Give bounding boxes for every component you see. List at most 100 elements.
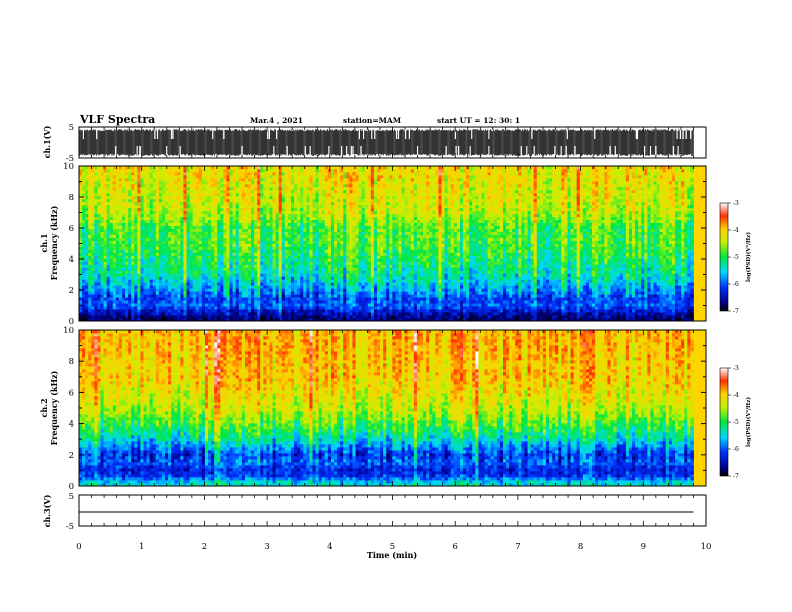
spectrogram-cell <box>91 214 94 217</box>
spectrogram-cell <box>119 291 122 294</box>
spectrogram-cell <box>128 175 131 178</box>
spectrogram-cell <box>79 235 82 238</box>
spectrogram-cell <box>144 229 147 232</box>
spectrogram-cell <box>113 172 116 175</box>
spectrogram-cell <box>88 223 91 226</box>
spectrogram-cell <box>119 172 122 175</box>
spectrogram-cell <box>122 258 125 261</box>
spectrogram-cell <box>91 252 94 255</box>
spectrogram-cell <box>125 303 128 306</box>
spectrogram-cell <box>122 306 125 309</box>
spectrogram-cell <box>150 229 153 232</box>
spectrogram-cell <box>156 288 159 291</box>
spectrogram-cell <box>122 309 125 312</box>
spectrogram-cell <box>116 246 119 249</box>
spectrogram-cell <box>156 312 159 315</box>
spectrogram-cell <box>110 175 113 178</box>
spectrogram-cell <box>104 169 107 172</box>
spectrogram-cell <box>147 223 150 226</box>
spectrogram-cell <box>125 244 128 247</box>
spectrogram-cell <box>153 223 156 226</box>
spectrogram-cell <box>110 294 113 297</box>
spectrogram-cell <box>125 172 128 175</box>
spectrogram-cell <box>150 312 153 315</box>
spectrogram-cell <box>97 217 100 220</box>
spectrogram-cell <box>140 232 143 235</box>
spectrogram-cell <box>113 252 116 255</box>
spectrogram-cell <box>116 226 119 229</box>
spectrogram-cell <box>113 235 116 238</box>
spectrogram-cell <box>107 223 110 226</box>
spectrogram-cell <box>104 306 107 309</box>
spectrogram-cell <box>82 223 85 226</box>
spectrogram-cell <box>113 190 116 193</box>
spectrogram-cell <box>113 282 116 285</box>
spectrogram-cell <box>107 211 110 214</box>
spectrogram-cell <box>91 306 94 309</box>
spectrogram-cell <box>101 252 104 255</box>
spectrogram-cell <box>156 181 159 184</box>
spectrogram-cell <box>94 315 97 318</box>
ch1-waveform-gap <box>269 128 270 139</box>
ch1-waveform-gap <box>488 146 489 157</box>
spectrogram-cell <box>122 282 125 285</box>
spectrogram-cell <box>85 300 88 303</box>
spectrogram-cell <box>144 187 147 190</box>
spectrogram-cell <box>128 184 131 187</box>
spectrogram-cell <box>150 255 153 258</box>
spectrogram-cell <box>85 273 88 276</box>
spectrogram-cell <box>147 312 150 315</box>
spectrogram-cell <box>107 232 110 235</box>
ch1-waveform-gap <box>363 128 364 139</box>
spectrogram-cell <box>134 175 137 178</box>
spectrogram-cell <box>134 184 137 187</box>
spectrogram-cell <box>94 255 97 258</box>
spectrogram-cell <box>131 258 134 261</box>
spectrogram-cell <box>104 288 107 291</box>
spectrogram-cell <box>131 279 134 282</box>
spectrogram-cell <box>128 252 131 255</box>
spectrogram-cell <box>79 279 82 282</box>
spectrogram-cell <box>159 261 162 264</box>
spectrogram-cell <box>104 303 107 306</box>
ch1-waveform-gap <box>371 128 372 139</box>
spectrogram-cell <box>144 220 147 223</box>
spectrogram-cell <box>119 199 122 202</box>
spectrogram-cell <box>128 261 131 264</box>
ch1-waveform-gap <box>574 146 575 157</box>
spectrogram-cell <box>101 223 104 226</box>
ch1-spectrogram-cells <box>79 166 694 321</box>
spectrogram-cell <box>104 199 107 202</box>
ch1-ytick-top: 5 <box>69 123 74 133</box>
spectrogram-cell <box>122 211 125 214</box>
spectrogram-cell <box>137 252 140 255</box>
spectrogram-cell <box>147 258 150 261</box>
spectrogram-cell <box>144 190 147 193</box>
spectrogram-cell <box>144 252 147 255</box>
ch1-waveform-gap <box>374 128 375 139</box>
spectrogram-cell <box>79 205 82 208</box>
spectrogram-cell <box>88 172 91 175</box>
ch1-waveform-gap <box>287 146 288 157</box>
spectrogram-cell <box>137 315 140 318</box>
header-date: Mar.4 , 2021 <box>250 116 303 125</box>
spectrogram-cell <box>134 199 137 202</box>
spectrogram-cell <box>147 178 150 181</box>
ch1-waveform-gap <box>212 128 213 139</box>
spectrogram-cell <box>119 315 122 318</box>
spectrogram-cell <box>128 300 131 303</box>
spectrogram-cell <box>79 169 82 172</box>
spectrogram-cell <box>153 282 156 285</box>
spectrogram-cell <box>101 300 104 303</box>
spectrogram-cell <box>91 270 94 273</box>
spectrogram-cell <box>119 279 122 282</box>
spectrogram-cell <box>113 193 116 196</box>
spectrogram-cell <box>134 208 137 211</box>
spectrogram-cell <box>147 187 150 190</box>
spectrogram-cell <box>110 172 113 175</box>
spectrogram-cell <box>147 208 150 211</box>
spectrogram-cell <box>116 199 119 202</box>
spectrogram-cell <box>94 196 97 199</box>
spectrogram-cell <box>113 232 116 235</box>
spectrogram-cell <box>104 258 107 261</box>
